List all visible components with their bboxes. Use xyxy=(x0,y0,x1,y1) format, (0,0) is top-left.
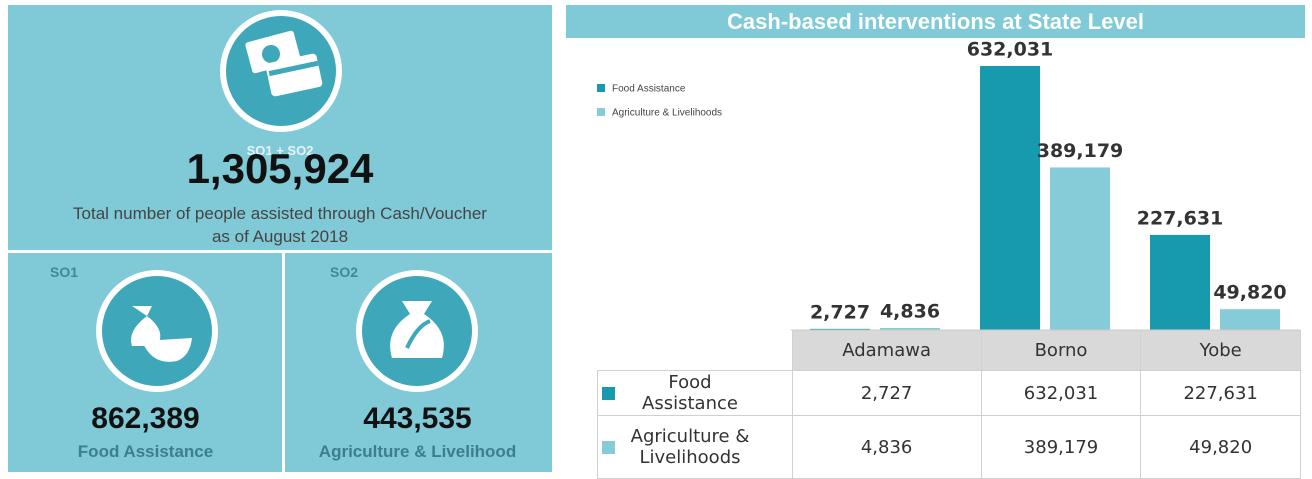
food-icon xyxy=(96,270,218,392)
cell: 632,031 xyxy=(980,370,1142,416)
row-label: Food Assistance xyxy=(597,370,793,416)
row-name: Food Assistance xyxy=(642,372,738,414)
table-row: Food Assistance 2,727 632,031 227,631 xyxy=(597,370,1301,416)
row-name: Agriculture & Livelihoods xyxy=(630,426,750,468)
bar xyxy=(880,327,940,330)
bar xyxy=(1150,234,1210,330)
legend-swatch xyxy=(597,108,605,116)
corner xyxy=(598,331,793,371)
agri-icon xyxy=(356,270,478,392)
data-label: 389,179 xyxy=(1037,140,1124,162)
legend-swatch xyxy=(597,84,605,92)
so1-value: 862,389 xyxy=(91,402,200,435)
cash-icon xyxy=(220,10,342,132)
data-label: 227,631 xyxy=(1137,207,1224,229)
title-bar xyxy=(566,5,1305,38)
data-table: Adamawa Borno Yobe Food Assistance 2,727 632,… xyxy=(597,330,1301,479)
data-label: 49,820 xyxy=(1213,282,1286,304)
row-label-wrap: Agriculture & Livelihoods xyxy=(602,426,791,468)
table-header: Adamawa Borno Yobe xyxy=(598,330,1301,371)
so2-label: Agriculture & Livelihood xyxy=(318,442,517,461)
bar xyxy=(810,328,870,330)
bar xyxy=(1050,167,1110,330)
divider xyxy=(8,250,552,253)
tag: SO1 xyxy=(50,264,79,280)
row-label: Agriculture & Livelihoods xyxy=(597,415,793,479)
cell: 49,820 xyxy=(1140,415,1301,479)
cell: 2,727 xyxy=(791,370,982,416)
bar xyxy=(1220,309,1280,330)
so2-value: 443,535 xyxy=(363,402,472,435)
divider xyxy=(282,253,285,472)
category: Yobe xyxy=(1140,330,1301,371)
category: Adamawa xyxy=(791,330,982,371)
data-label: 2,727 xyxy=(810,301,870,323)
bar xyxy=(980,66,1040,330)
so1-label: Food Assistance xyxy=(77,442,214,461)
data-label: 632,031 xyxy=(967,39,1054,61)
total: 1,305,924 xyxy=(186,145,374,192)
swatch xyxy=(602,386,615,400)
description: Total number of people assisted through … xyxy=(73,204,487,246)
icon xyxy=(245,30,323,97)
chart-title: Cash-based interventions at State Level xyxy=(727,9,1144,34)
badge: SO1 + SO2 xyxy=(246,143,314,158)
legend-label: Agriculture & Livelihoods xyxy=(612,108,722,119)
icon xyxy=(390,301,444,358)
row-label-wrap: Food Assistance xyxy=(602,372,791,414)
legend-label: Food Assistance xyxy=(612,84,686,95)
cell: 4,836 xyxy=(791,415,982,479)
swatch xyxy=(602,440,615,454)
cell: 389,179 xyxy=(980,415,1142,479)
tag: SO2 xyxy=(330,264,359,280)
table-row: Agriculture & Livelihoods 4,836 389,179 49,… xyxy=(597,415,1301,479)
cell: 227,631 xyxy=(1140,370,1301,416)
icon xyxy=(131,306,192,362)
data-label: 4,836 xyxy=(880,300,940,322)
category: Borno xyxy=(980,330,1142,371)
